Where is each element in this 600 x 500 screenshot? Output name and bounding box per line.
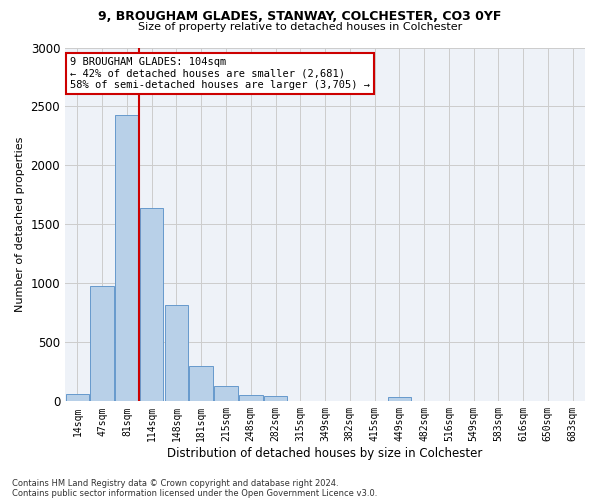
Text: 9 BROUGHAM GLADES: 104sqm
← 42% of detached houses are smaller (2,681)
58% of se: 9 BROUGHAM GLADES: 104sqm ← 42% of detac… xyxy=(70,57,370,90)
X-axis label: Distribution of detached houses by size in Colchester: Distribution of detached houses by size … xyxy=(167,447,483,460)
Bar xyxy=(239,395,263,402)
Text: Contains HM Land Registry data © Crown copyright and database right 2024.: Contains HM Land Registry data © Crown c… xyxy=(12,478,338,488)
Bar xyxy=(214,386,238,402)
Text: Size of property relative to detached houses in Colchester: Size of property relative to detached ho… xyxy=(138,22,462,32)
Bar xyxy=(91,286,114,402)
Y-axis label: Number of detached properties: Number of detached properties xyxy=(15,136,25,312)
Bar xyxy=(115,114,139,402)
Bar xyxy=(140,208,163,402)
Bar xyxy=(264,396,287,402)
Bar xyxy=(65,394,89,402)
Bar xyxy=(388,397,411,402)
Bar xyxy=(190,366,213,402)
Text: Contains public sector information licensed under the Open Government Licence v3: Contains public sector information licen… xyxy=(12,488,377,498)
Bar xyxy=(165,304,188,402)
Text: 9, BROUGHAM GLADES, STANWAY, COLCHESTER, CO3 0YF: 9, BROUGHAM GLADES, STANWAY, COLCHESTER,… xyxy=(98,10,502,23)
